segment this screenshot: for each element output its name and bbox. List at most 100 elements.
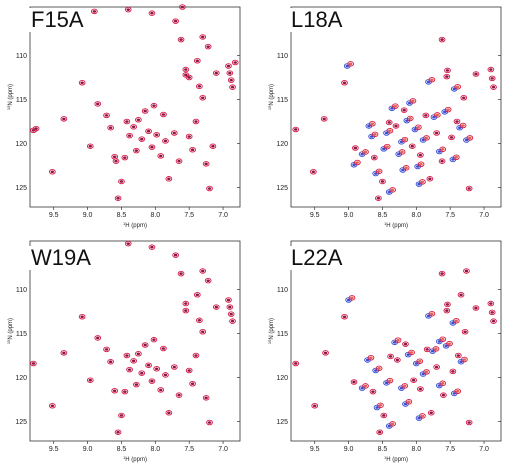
y-axis-label: 15N (ppm) xyxy=(267,84,276,110)
peak xyxy=(438,158,446,164)
peak xyxy=(460,94,468,101)
peak xyxy=(165,176,173,182)
peak xyxy=(444,67,451,74)
peak xyxy=(141,342,149,348)
x-tick-label: 7.0 xyxy=(479,446,489,453)
peak xyxy=(78,80,86,86)
x-tick-label: 9.0 xyxy=(83,212,93,219)
peak xyxy=(226,70,234,76)
peak xyxy=(185,133,193,140)
peak xyxy=(225,297,232,303)
peak-mutant xyxy=(423,135,430,141)
peak xyxy=(292,126,300,133)
peak-mutant xyxy=(408,349,415,356)
peak xyxy=(227,311,235,317)
y-tick-label: 120 xyxy=(276,141,288,148)
peak xyxy=(123,118,131,125)
peak xyxy=(341,314,348,320)
y-axis-label: 15N (ppm) xyxy=(6,84,15,110)
peak xyxy=(148,378,156,384)
peak xyxy=(322,350,329,356)
peak xyxy=(86,143,94,149)
peak xyxy=(150,102,158,109)
peak xyxy=(150,336,158,343)
x-tick-label: 8.5 xyxy=(378,446,388,453)
peak xyxy=(170,364,178,370)
peak xyxy=(417,152,424,158)
peak xyxy=(444,301,451,308)
peak xyxy=(375,195,382,201)
y-tick-label: 110 xyxy=(277,287,288,294)
peak xyxy=(472,305,480,311)
peak xyxy=(162,372,169,378)
peak xyxy=(463,268,470,274)
x-tick-label: 9.0 xyxy=(344,446,354,453)
peak-mutant xyxy=(377,402,384,409)
peak xyxy=(49,169,56,175)
peak xyxy=(465,419,473,426)
peak xyxy=(193,291,201,298)
peak xyxy=(204,277,212,284)
peak xyxy=(114,429,122,435)
peak xyxy=(206,185,213,192)
y-axis-label: 15N (ppm) xyxy=(267,318,276,344)
peak xyxy=(443,73,451,80)
peak xyxy=(204,43,212,50)
x-tick-label: 8.0 xyxy=(411,446,421,453)
peak xyxy=(443,307,451,314)
peak-mutant xyxy=(419,413,426,419)
peak-layer xyxy=(30,4,239,201)
peak xyxy=(121,154,129,161)
peak xyxy=(107,358,114,365)
peak xyxy=(107,124,114,131)
spectrum-plot-f15a: 9.5 9.0 8.5 8.0 7.5 7.0 110 115 120 125 1H (ppm) 15… xyxy=(6,4,241,229)
peak-mutant xyxy=(391,103,399,109)
x-axis-label: 1H (ppm) xyxy=(384,221,408,230)
y-tick-label: 125 xyxy=(15,185,27,192)
y-tick-label: 115 xyxy=(16,97,27,104)
peak xyxy=(177,36,185,43)
peak xyxy=(202,395,210,401)
peak xyxy=(457,291,465,298)
peak xyxy=(380,412,388,419)
x-tick-label: 7.5 xyxy=(184,212,194,219)
peak xyxy=(199,268,207,274)
peak-mutant xyxy=(428,76,436,83)
plot-frame xyxy=(29,6,241,208)
peak xyxy=(179,4,186,10)
peak xyxy=(157,387,165,393)
peak-mutant xyxy=(383,143,391,150)
peak xyxy=(461,328,469,335)
x-axis-label: 1H (ppm) xyxy=(384,455,408,464)
peak-mutant xyxy=(347,61,354,67)
spectrum-plot-w19a: 9.5 9.0 8.5 8.0 7.5 7.0 110 115 120 125 1H (ppm) 15… xyxy=(6,240,241,463)
peak-mutant xyxy=(446,340,453,347)
peak xyxy=(226,304,234,310)
peak xyxy=(153,132,161,138)
peak xyxy=(148,244,156,250)
peak xyxy=(189,380,196,387)
peak-mutant xyxy=(389,421,396,427)
y-tick-label: 115 xyxy=(277,331,288,338)
peak xyxy=(60,350,68,356)
peak xyxy=(182,307,190,314)
peak xyxy=(199,94,207,101)
peak xyxy=(488,309,496,316)
peak xyxy=(148,144,156,150)
peak xyxy=(157,153,165,159)
peak xyxy=(227,77,235,83)
peak xyxy=(111,388,119,394)
peak xyxy=(490,318,497,324)
peak xyxy=(199,34,207,40)
peak-mutant xyxy=(401,136,409,143)
peak xyxy=(78,314,86,320)
peak xyxy=(417,386,424,392)
peak xyxy=(438,36,446,43)
peak xyxy=(123,352,131,359)
peak xyxy=(212,304,220,310)
peak xyxy=(192,118,200,125)
peak xyxy=(32,125,40,132)
peak-mutant xyxy=(362,149,369,155)
peak xyxy=(449,368,457,375)
y-tick-label: 115 xyxy=(16,331,27,338)
